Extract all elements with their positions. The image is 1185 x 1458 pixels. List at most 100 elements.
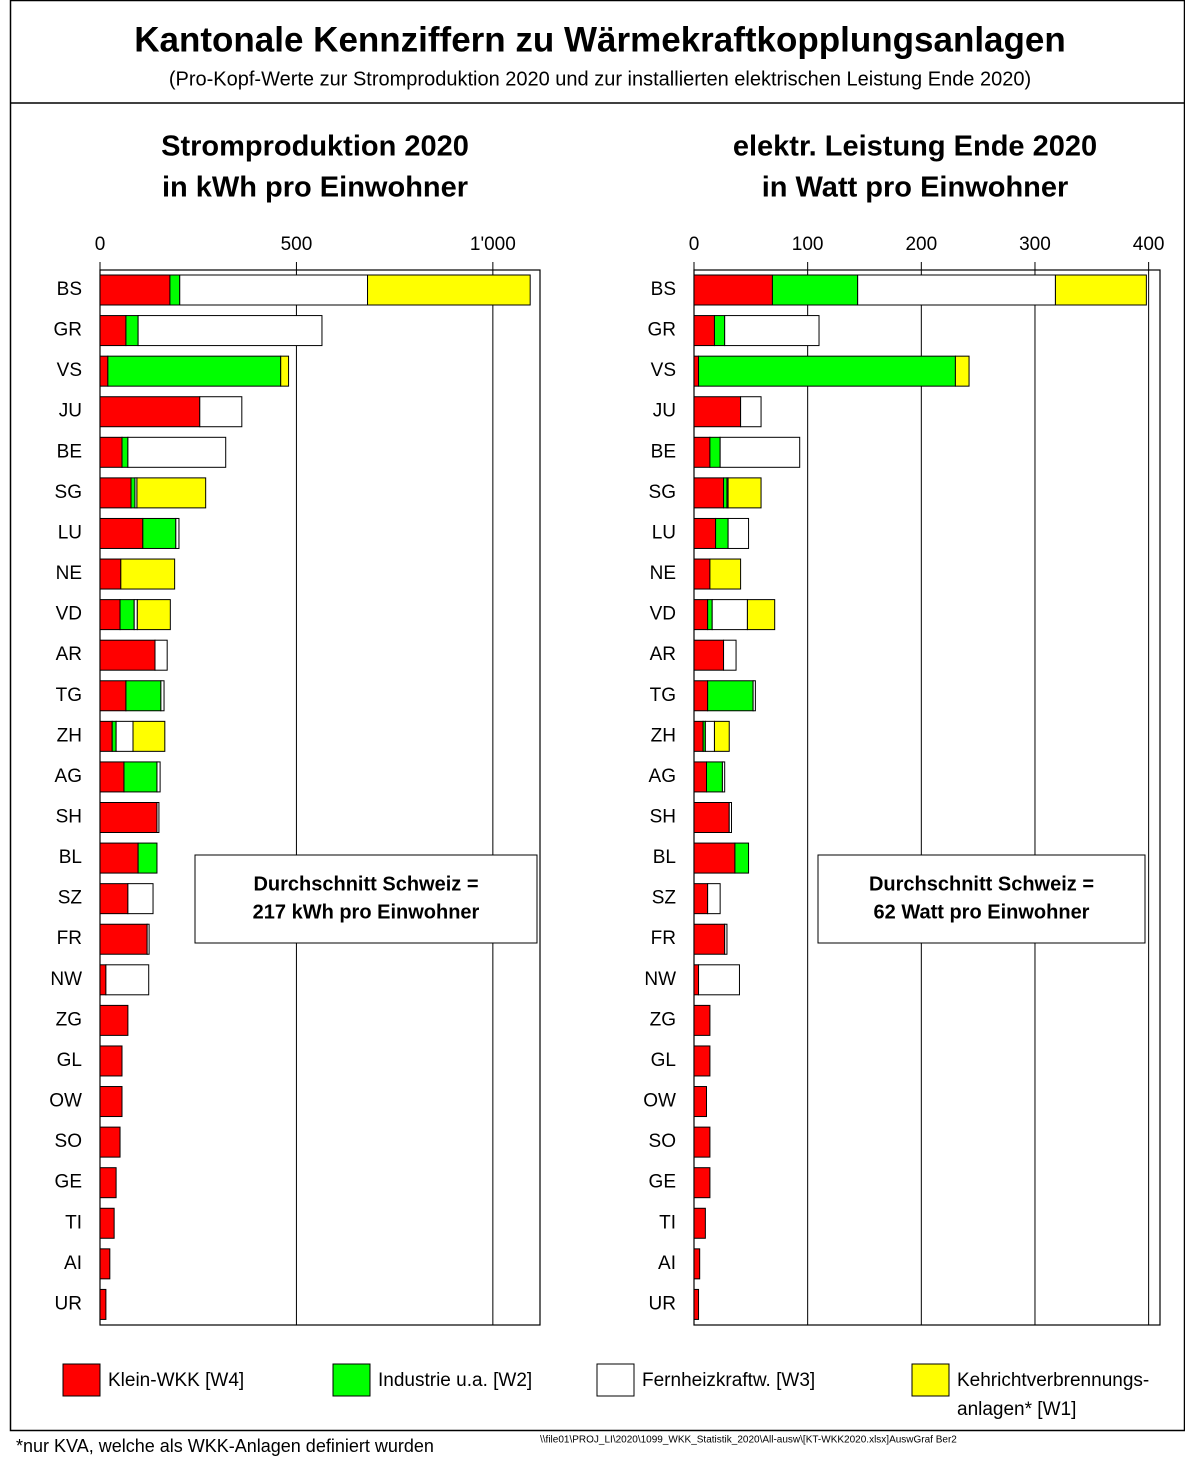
footnote: *nur KVA, welche als WKK-Anlagen definie…	[16, 1436, 434, 1456]
bar-segment	[367, 274, 531, 306]
bar-segment	[99, 477, 132, 509]
bar-segment	[707, 599, 713, 631]
page-subtitle: (Pro-Kopf-Werte zur Stromproduktion 2020…	[169, 68, 1031, 90]
bar-segment	[693, 842, 736, 874]
y-tick-label: TI	[659, 1212, 676, 1233]
bar-segment	[121, 436, 129, 468]
bar-segment	[99, 1086, 123, 1118]
y-tick-label: UR	[55, 1293, 82, 1314]
y-tick-label: BS	[651, 279, 676, 300]
y-tick-label: VS	[57, 360, 82, 381]
y-tick-label: TI	[65, 1212, 82, 1233]
y-tick-label: BE	[57, 441, 82, 462]
bar-segment	[693, 639, 725, 671]
y-tick-label: GL	[57, 1050, 82, 1071]
plot-frame	[99, 269, 541, 1326]
bar-segment	[99, 923, 148, 955]
bar-segment	[99, 802, 158, 833]
annotation: 62 Watt pro Einwohner	[874, 901, 1090, 923]
bar-segment	[693, 517, 717, 549]
y-tick-label: NE	[650, 563, 676, 584]
bar-segment	[954, 355, 970, 387]
y-tick-label: AG	[55, 766, 82, 787]
file-path: \\file01\PROJ_LI\2020\1099_WKK_Statistik…	[540, 1435, 957, 1446]
bar-segment	[693, 1167, 711, 1199]
bar-segment	[693, 802, 730, 833]
bar-segment	[119, 599, 135, 631]
x-tick-label: 0	[689, 234, 700, 255]
y-tick-label: JU	[59, 401, 82, 422]
annotation: Durchschnitt Schweiz =	[869, 873, 1094, 895]
bar-segment	[734, 842, 750, 874]
bar-segment	[727, 477, 762, 509]
bar-segment	[169, 274, 181, 306]
bar-segment	[99, 1207, 115, 1239]
x-tick-label: 0	[95, 234, 106, 255]
bar-segment	[693, 1126, 711, 1158]
bar-segment	[693, 355, 700, 387]
bar-segment	[693, 761, 708, 793]
bar-segment	[127, 883, 154, 915]
bar-segment	[693, 680, 709, 712]
bar-segment	[698, 355, 956, 387]
bar-segment	[115, 720, 134, 752]
bar-segment	[99, 1126, 121, 1158]
bar-segment	[136, 599, 171, 631]
x-tick-label: 300	[1019, 234, 1051, 255]
bar-segment	[693, 436, 711, 468]
bar-segment	[99, 436, 123, 468]
y-tick-label: SZ	[652, 888, 677, 909]
annotation: Durchschnitt Schweiz =	[253, 873, 478, 895]
bar-segment	[160, 680, 165, 712]
bar-segment	[727, 517, 750, 549]
y-tick-label: GR	[648, 320, 677, 341]
bar-segment	[740, 396, 762, 428]
y-tick-label: SG	[55, 482, 82, 503]
bar-segment	[154, 639, 168, 671]
bar-segment	[723, 477, 728, 509]
annotation: 217 kWh pro Einwohner	[253, 901, 480, 923]
x-tick-label: 100	[792, 234, 824, 255]
legend-swatch	[332, 1363, 371, 1397]
y-tick-label: FR	[651, 928, 676, 949]
bar-segment	[709, 436, 721, 468]
bar-segment	[99, 964, 107, 996]
bar-segment	[693, 883, 709, 915]
y-tick-label: VD	[56, 604, 82, 625]
legend-label: Klein-WKK [W4]	[108, 1370, 245, 1391]
y-tick-label: ZG	[650, 1009, 676, 1030]
bar-segment	[723, 639, 737, 671]
legend-swatch	[62, 1363, 101, 1397]
y-tick-label: AI	[64, 1253, 82, 1274]
bar-segment	[1054, 274, 1147, 306]
legend-label: Kehrichtverbrennungs- anlagen* [W1]	[957, 1370, 1150, 1420]
y-tick-label: ZG	[56, 1009, 82, 1030]
y-tick-label: GE	[55, 1172, 82, 1193]
chart-subtitle: in Watt pro Einwohner	[762, 172, 1069, 204]
bar-segment	[693, 1207, 706, 1239]
bar-segment	[99, 517, 144, 549]
legend-swatch	[596, 1363, 635, 1397]
bar-segment	[99, 558, 122, 590]
x-tick-label: 200	[905, 234, 937, 255]
bar-segment	[715, 517, 729, 549]
legend-label: Fernheizkraftw. [W3]	[642, 1370, 816, 1391]
x-tick-label: 500	[281, 234, 313, 255]
bar-segment	[713, 720, 730, 752]
y-tick-label: JU	[653, 401, 676, 422]
bar-segment	[99, 842, 139, 874]
bar-segment	[142, 517, 177, 549]
bar-segment	[175, 517, 180, 549]
bar-segment	[693, 477, 725, 509]
annotation-box	[817, 854, 1146, 944]
bar-segment	[199, 396, 243, 428]
chart-subtitle: in kWh pro Einwohner	[162, 172, 468, 204]
y-tick-label: NE	[56, 563, 82, 584]
bar-segment	[752, 680, 756, 712]
bar-segment	[693, 923, 726, 955]
page-title: Kantonale Kennziffern zu Wärmekraftkoppl…	[134, 20, 1066, 59]
bar-segment	[125, 315, 139, 347]
bar-segment	[146, 923, 150, 955]
bar-segment	[99, 883, 129, 915]
